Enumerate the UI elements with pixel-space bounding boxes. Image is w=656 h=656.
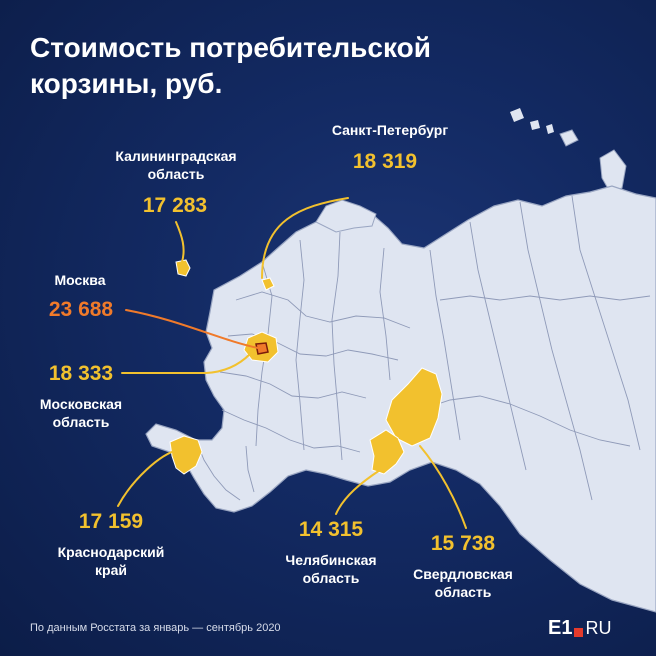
moscow-name: Москва (54, 272, 106, 288)
moscow-oblast-name-line2: область (52, 414, 110, 430)
spb-region (261, 277, 275, 291)
chelyabinsk-name-line2: область (302, 570, 360, 586)
chelyabinsk-name-line1: Челябинская (285, 552, 377, 568)
leader-moscow-oblast (121, 353, 251, 374)
sverdlovsk-name-line2: область (434, 584, 492, 600)
moscow-oblast-name-line1: Московская (39, 396, 123, 412)
source-note: По данным Росстата за январь — сентябрь … (30, 622, 281, 634)
island-north-3 (530, 120, 540, 130)
logo-text-ru: RU (585, 617, 612, 638)
sverdlovsk-region (385, 367, 443, 447)
leader-chelyabinsk (335, 469, 381, 515)
moscow-city-region (255, 342, 269, 355)
logo-text-e1: E1 (548, 616, 573, 639)
moscow-oblast-value: 18 333 (48, 362, 114, 385)
sverdlovsk-name-line1: Свердловская (413, 566, 513, 582)
chelyabinsk-value: 14 315 (298, 518, 364, 541)
moscow-value: 23 688 (48, 298, 114, 321)
sverdlovsk-value: 15 738 (430, 532, 496, 555)
leader-sverdlovsk (419, 445, 467, 529)
logo-dot-icon (574, 627, 584, 637)
leader-spb (261, 197, 349, 279)
chelyabinsk-region (369, 429, 405, 475)
krasnodar-value: 17 159 (78, 510, 144, 533)
island-north-2 (510, 108, 524, 122)
leader-moscow (125, 309, 259, 349)
krasnodar-name-line1: Краснодарский (57, 544, 165, 560)
island-novaya-zemlya (599, 149, 627, 193)
leader-krasnodar (117, 449, 179, 507)
krasnodar-name-line2: край (95, 562, 127, 578)
island-north-4 (546, 124, 554, 134)
island-north-1 (559, 129, 579, 147)
kaliningrad-value: 17 283 (142, 194, 208, 217)
spb-value: 18 319 (352, 150, 418, 173)
page-title: Стоимость потребительской корзины, руб. (30, 32, 431, 99)
kaliningrad-name-line2: область (147, 166, 205, 182)
kaliningrad-region (175, 259, 191, 277)
kaliningrad-name-line1: Калининградская (115, 148, 237, 164)
e1-logo[interactable]: E1 RU (548, 616, 611, 640)
krasnodar-region (169, 435, 203, 475)
leader-kaliningrad (175, 221, 185, 263)
spb-name: Санкт-Петербург (331, 122, 449, 138)
kola-peninsula (315, 199, 377, 233)
